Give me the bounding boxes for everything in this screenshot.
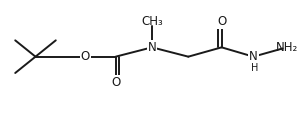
- Text: O: O: [81, 50, 90, 63]
- Text: O: O: [217, 15, 226, 28]
- Text: O: O: [111, 76, 120, 89]
- Text: CH₃: CH₃: [141, 15, 163, 28]
- Text: H: H: [251, 63, 259, 73]
- Text: N: N: [148, 41, 156, 54]
- Text: N: N: [249, 50, 258, 63]
- Text: NH₂: NH₂: [275, 41, 298, 54]
